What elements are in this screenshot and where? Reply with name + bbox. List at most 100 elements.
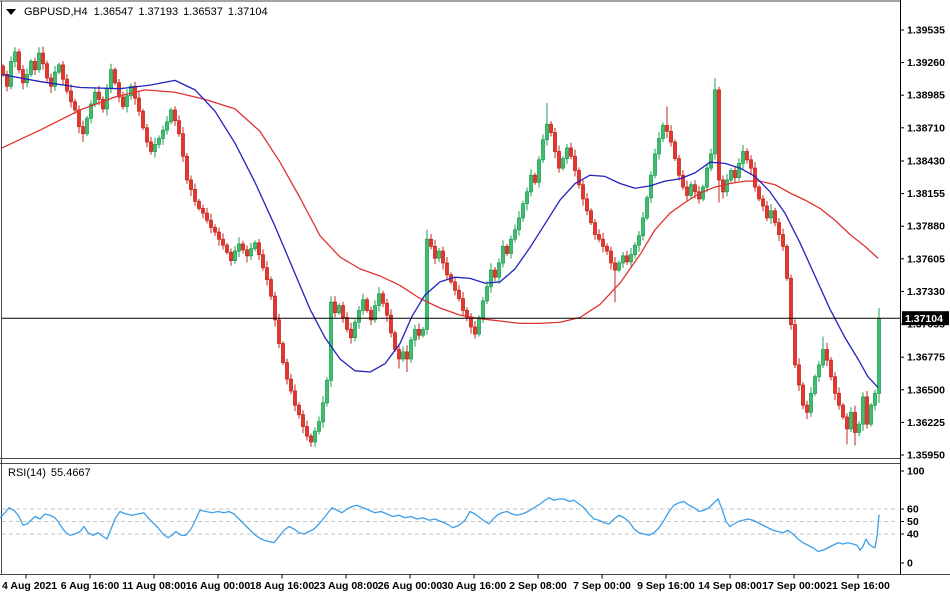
candle-body	[581, 184, 585, 200]
candle-body	[509, 238, 513, 254]
candle-body	[601, 238, 605, 247]
candle-body	[637, 235, 641, 246]
candle-body	[109, 69, 113, 90]
candle-body	[389, 314, 393, 334]
candle-body	[609, 250, 613, 264]
candle-body	[441, 250, 445, 264]
candle-body	[49, 77, 53, 87]
candle-body	[673, 141, 677, 160]
candle-body	[793, 324, 797, 366]
candle-body	[781, 234, 785, 247]
candle-body	[529, 174, 533, 193]
candle-body	[277, 319, 281, 344]
candle-body	[433, 245, 437, 259]
candle-body	[517, 217, 521, 231]
price-axis[interactable]: 1.39535 1.39260 1.38985 1.38710 1.38430 1.381…	[900, 0, 949, 575]
candle-body	[153, 144, 157, 152]
ohlc-low-value: 1.36537	[183, 6, 223, 18]
candle-body	[865, 396, 869, 425]
candle-body	[17, 51, 21, 71]
candle-body	[681, 174, 685, 188]
candle-body	[841, 404, 845, 418]
rsi-name: RSI(14)	[8, 467, 46, 479]
candle-body	[13, 51, 17, 62]
candle-body	[785, 245, 789, 279]
candle-body	[93, 91, 97, 105]
current-price-marker-label: 1.37104	[905, 313, 943, 325]
candle-body	[373, 305, 377, 321]
candle-body	[37, 52, 41, 71]
candle-body	[173, 109, 177, 122]
candle-body	[713, 89, 717, 155]
candle-body	[125, 95, 129, 107]
candle-body	[629, 254, 633, 263]
candle-body	[493, 269, 497, 278]
main-chart-panel[interactable]	[0, 0, 900, 575]
candle-body	[521, 203, 525, 219]
candle-body	[225, 244, 229, 253]
candle-body	[233, 250, 237, 261]
candle-body	[525, 191, 529, 205]
candle-body	[261, 254, 265, 269]
candle-body	[685, 186, 689, 196]
time-axis[interactable]: 4 Aug 2021 6 Aug 16:00 11 Aug 08:00 16 Aug …	[2, 574, 890, 593]
time-tick-label: 9 Sep 16:00	[637, 580, 695, 592]
candle-body	[665, 125, 669, 132]
candle-body	[725, 179, 729, 193]
candle-body	[485, 286, 489, 302]
candle-body	[189, 179, 193, 190]
candle-body	[773, 210, 777, 224]
candle-body	[661, 125, 665, 139]
candle-body	[1, 65, 5, 75]
rsi-value: 55.4667	[50, 467, 91, 479]
rsi-tick-label: 50	[907, 516, 919, 528]
time-tick-label: 16 Aug 00:00	[186, 580, 251, 592]
candle-body	[77, 109, 81, 128]
candle-body	[5, 74, 9, 87]
rsi-panel[interactable]	[0, 463, 950, 575]
candle-body	[81, 126, 85, 135]
candle-body	[549, 123, 553, 133]
candle-body	[761, 198, 765, 207]
candle-body	[413, 328, 417, 341]
candle-body	[369, 309, 373, 321]
candle-body	[69, 90, 73, 103]
candle-body	[29, 61, 33, 75]
candle-body	[805, 404, 809, 413]
candle-body	[769, 210, 773, 219]
candle-body	[313, 430, 317, 443]
price-tick-label: 1.38155	[907, 188, 945, 200]
candle-body	[621, 255, 625, 264]
candle-body	[857, 423, 861, 433]
price-tick-label: 1.37605	[907, 253, 945, 265]
candle-body	[605, 245, 609, 252]
candle-body	[85, 117, 89, 135]
candle-body	[445, 262, 449, 276]
candle-body	[789, 277, 793, 325]
candle-body	[405, 351, 409, 360]
candle-body	[217, 231, 221, 240]
candle-body	[253, 242, 257, 250]
rsi-tick-label: 40	[907, 529, 919, 541]
candle-body	[229, 251, 233, 261]
candle-body	[837, 392, 841, 406]
candle-body	[821, 349, 825, 366]
candle-body	[537, 159, 541, 183]
candle-body	[385, 302, 389, 316]
candle-body	[165, 121, 169, 131]
candle-body	[437, 250, 441, 259]
candle-body	[533, 174, 537, 183]
candle-body	[121, 96, 125, 107]
candle-body	[269, 279, 273, 297]
chart-context-arrow-icon[interactable]	[6, 9, 16, 15]
candle-body	[593, 222, 597, 235]
candle-body	[717, 89, 721, 181]
candle-body	[705, 167, 709, 188]
candle-body	[169, 109, 173, 123]
candle-body	[137, 97, 141, 112]
price-tick-label: 1.37880	[907, 221, 945, 233]
candle-body	[317, 421, 321, 432]
candle-body	[237, 243, 241, 252]
candle-body	[149, 141, 153, 152]
